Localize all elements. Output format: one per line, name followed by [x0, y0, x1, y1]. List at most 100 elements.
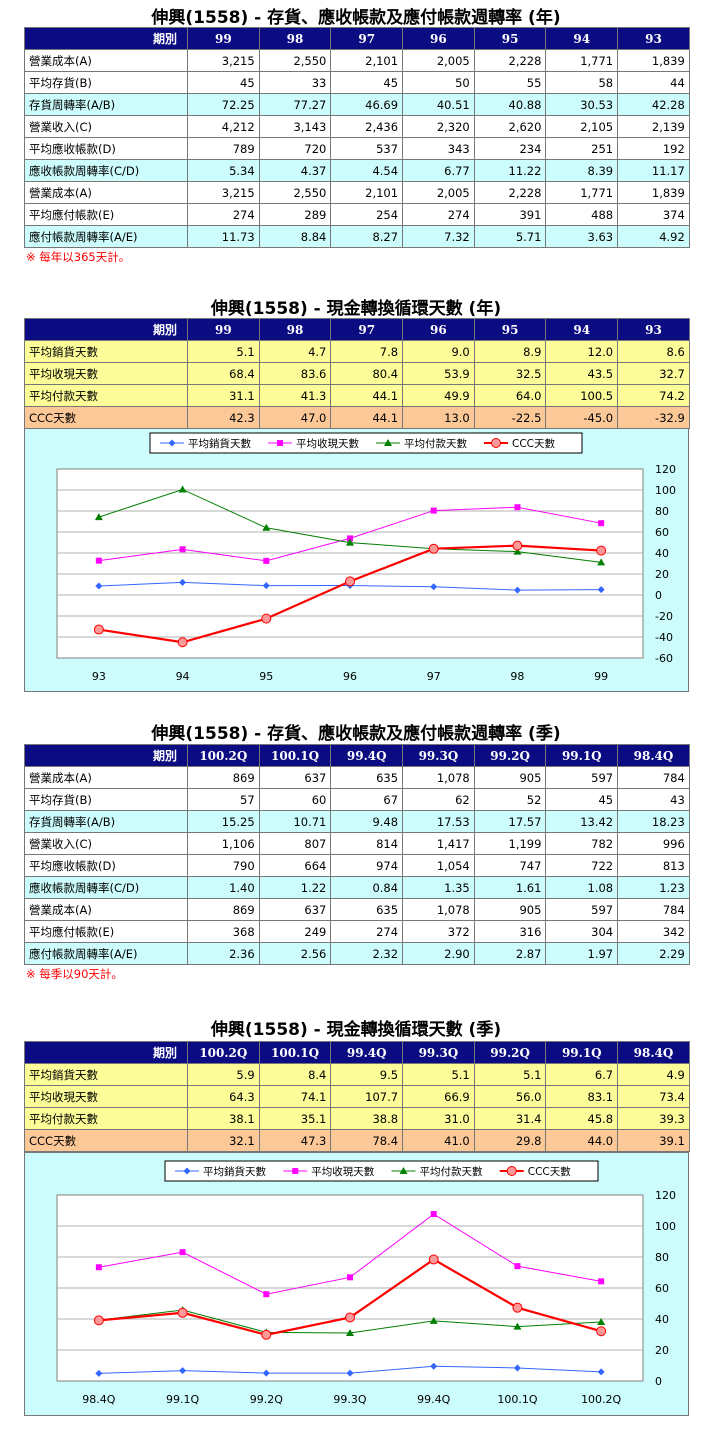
- table-cell: 2,005: [402, 181, 475, 204]
- table-cell: 7.32: [402, 225, 475, 248]
- table-cell: 8.4: [258, 1063, 332, 1086]
- period-header: 100.2Q: [187, 1041, 260, 1064]
- table-cell: 1.97: [545, 942, 619, 965]
- row-label: 平均存貨(B): [24, 71, 188, 94]
- data-point: [262, 523, 271, 531]
- table-cell: 10.71: [258, 810, 332, 833]
- table-cell: 77.27: [258, 93, 332, 116]
- table-cell: 5.9: [187, 1063, 260, 1086]
- table-cell: 343: [402, 137, 475, 160]
- row-label: 平均銷貨天數: [24, 1063, 188, 1086]
- table-cell: 905: [473, 766, 547, 789]
- table-cell: 17.57: [473, 810, 547, 833]
- row-label: CCC天數: [24, 406, 188, 429]
- table-cell: 2.90: [402, 942, 475, 965]
- legend-box: [164, 1160, 599, 1182]
- data-point: [514, 1263, 521, 1270]
- table-cell: 9.0: [402, 340, 475, 363]
- table-cell: -22.5: [473, 406, 547, 429]
- table-cell: 47.0: [258, 406, 332, 429]
- x-tick-label: 93: [92, 670, 106, 683]
- data-point: [95, 1264, 102, 1271]
- period-header: 94: [545, 27, 619, 50]
- data-point: [261, 613, 272, 624]
- quarterly-ccc-title: 伸興(1558) - 現金轉換循環天數 (季): [210, 1020, 502, 1040]
- table-cell: 30.53: [545, 93, 619, 116]
- table-row: 應付帳款周轉率(A/E) 2.36 2.56 2.32 2.90 2.87 1.97 2.29: [24, 942, 690, 965]
- y-tick-label: -20: [655, 610, 673, 623]
- table-cell: 39.3: [617, 1107, 690, 1130]
- table-cell: 342: [617, 920, 690, 943]
- row-label: 平均付款天數: [24, 384, 188, 407]
- plot-area: [56, 468, 644, 659]
- chart-svg: 120 100 80 60 40 20 0 -20 -40 -60 93 94 95 96 97 98 99 平均…: [56, 432, 676, 683]
- y-tick-label: 120: [655, 463, 676, 476]
- table-cell: 31.0: [402, 1107, 475, 1130]
- data-point: [428, 543, 439, 554]
- table-cell: 2,550: [258, 181, 332, 204]
- table-cell: 83.6: [258, 362, 332, 385]
- table-cell: 39.1: [617, 1129, 690, 1152]
- table-row: 平均銷貨天數 5.9 8.4 9.5 5.1 5.1 6.7 4.9: [24, 1063, 690, 1086]
- table-cell: 44.1: [330, 406, 404, 429]
- table-cell: 6.77: [402, 159, 475, 182]
- table-cell: 42.3: [187, 406, 260, 429]
- table-cell: 74.1: [258, 1085, 332, 1108]
- table-cell: 789: [187, 137, 260, 160]
- y-tick-label: 80: [655, 505, 669, 518]
- table-cell: 635: [330, 766, 404, 789]
- table-row: 應收帳款周轉率(C/D) 5.34 4.37 4.54 6.77 11.22 8.39 11.…: [24, 159, 690, 182]
- row-label: 平均應收帳款(D): [24, 137, 188, 160]
- data-point: [346, 538, 354, 546]
- data-point: [345, 1312, 355, 1323]
- y-tick-label: 0: [655, 1375, 662, 1388]
- annual-ccc-chart: 120 100 80 60 40 20 0 -20 -40 -60 93 94 95 96 97 98 99 平均…: [24, 428, 689, 692]
- data-point: [513, 1364, 521, 1372]
- legend-label: CCC天數: [512, 437, 555, 450]
- table-cell: 2,436: [330, 115, 404, 138]
- data-point: [429, 1316, 438, 1324]
- table-cell: 38.1: [187, 1107, 260, 1130]
- period-header: 99.2Q: [473, 744, 547, 767]
- period-header: 99: [187, 27, 260, 50]
- row-label: 平均收現天數: [24, 1085, 188, 1108]
- data-point: [347, 535, 353, 542]
- row-label: 存貨周轉率(A/B): [24, 810, 188, 833]
- table-row: 平均銷貨天數 5.1 4.7 7.8 9.0 8.9 12.0 8.6: [24, 340, 690, 363]
- x-tick-label: 99: [594, 670, 608, 683]
- data-point: [179, 1367, 187, 1375]
- y-tick-label: 40: [655, 547, 669, 560]
- table-cell: 55: [473, 71, 547, 94]
- table-cell: 2.32: [330, 942, 404, 965]
- table-cell: 40.51: [402, 93, 475, 116]
- table-cell: 43: [617, 788, 690, 811]
- data-point: [597, 558, 606, 566]
- data-point: [179, 546, 186, 553]
- table-cell: 1.40: [187, 876, 260, 899]
- table-cell: 2,105: [545, 115, 619, 138]
- table-cell: 722: [545, 854, 619, 877]
- table-cell: 47.3: [258, 1129, 332, 1152]
- table-cell: 72.25: [187, 93, 260, 116]
- table-cell: 60: [258, 788, 332, 811]
- table-row: 平均收現天數 64.3 74.1 107.7 66.9 56.0 83.1 73.4: [24, 1085, 690, 1108]
- table-cell: 45.8: [545, 1107, 619, 1130]
- table-cell: 5.1: [473, 1063, 547, 1086]
- table-cell: 44.0: [545, 1129, 619, 1152]
- data-point: [430, 1362, 438, 1370]
- legend-label: 平均銷貨天數: [188, 437, 251, 450]
- table-cell: 1.61: [473, 876, 547, 899]
- table-cell: 1.23: [617, 876, 690, 899]
- annual-turnover-title: 伸興(1558) - 存貨、應收帳款及應付帳款週轉率 (年): [151, 8, 561, 28]
- row-label: 營業成本(A): [24, 766, 188, 789]
- period-header: 99: [187, 318, 260, 341]
- table-cell: 2.36: [187, 942, 260, 965]
- data-point: [513, 547, 522, 555]
- table-cell: 869: [187, 898, 260, 921]
- data-point: [277, 440, 283, 446]
- data-point: [512, 1302, 523, 1313]
- period-header: 99.4Q: [330, 1041, 404, 1064]
- row-label: 平均應付帳款(E): [24, 203, 188, 226]
- table-cell: 391: [473, 203, 547, 226]
- table-cell: 274: [187, 203, 260, 226]
